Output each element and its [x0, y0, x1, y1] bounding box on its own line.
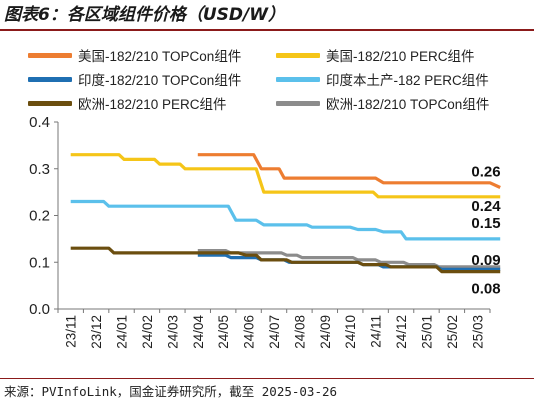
x-tick-label: 24/05 — [216, 315, 231, 349]
legend-item-us-perc: 美国-182/210 PERC组件 — [276, 44, 475, 66]
x-tick-label: 24/03 — [165, 315, 180, 349]
series-line-0 — [197, 153, 501, 189]
x-tick-label: 24/08 — [292, 315, 307, 349]
legend-label-eu-topcon: 欧洲-182/210 TOPCon组件 — [326, 97, 490, 112]
legend-item-india-topcon: 印度-182/210 TOPCon组件 — [28, 68, 241, 90]
end-value-label-5: 0.09 — [471, 252, 500, 269]
y-tick-label: 0.2 — [29, 208, 50, 225]
legend-label-us-perc: 美国-182/210 PERC组件 — [326, 49, 475, 64]
legend-swatch-india-topcon — [28, 76, 72, 82]
legend-swatch-us-perc — [276, 52, 320, 58]
y-tick-label: 0.1 — [29, 254, 50, 271]
end-value-label-4: 0.08 — [471, 281, 500, 298]
legend-item-eu-topcon: 欧洲-182/210 TOPCon组件 — [276, 92, 489, 114]
source-note: 来源：PVInfoLink，国金证券研究所，截至 2025-03-26 — [4, 384, 338, 399]
x-tick-label: 24/11 — [369, 315, 384, 348]
x-tick-label: 24/09 — [318, 315, 333, 349]
title-rule — [0, 29, 534, 31]
x-tick-label: 25/02 — [445, 315, 460, 349]
end-value-label-0: 0.26 — [471, 163, 500, 180]
end-value-label-1: 0.24 — [471, 198, 501, 215]
x-tick-label: 25/03 — [470, 315, 485, 349]
series-line-5 — [197, 249, 501, 269]
x-tick-label: 25/01 — [419, 315, 434, 349]
legend-label-india-perc: 印度本土产-182 PERC组件 — [326, 73, 489, 88]
legend-swatch-us-topcon — [28, 52, 72, 58]
y-tick-label: 0.0 — [29, 301, 50, 318]
x-tick-label: 24/12 — [394, 315, 409, 349]
legend-swatch-india-perc — [276, 76, 320, 82]
x-tick-label: 24/06 — [242, 315, 257, 349]
x-tick-label: 24/04 — [191, 315, 206, 349]
legend-swatch-eu-perc — [28, 100, 72, 106]
legend-label-eu-perc: 欧洲-182/210 PERC组件 — [78, 97, 227, 112]
x-tick-label: 24/10 — [343, 315, 358, 349]
chart-area: 0.0 0.1 0.2 0.3 0.4 23/11 23/12 24/01 24/02 24/03… — [0, 108, 534, 378]
series-line-4 — [70, 246, 501, 274]
bottom-rule — [0, 378, 534, 379]
legend-item-us-topcon: 美国-182/210 TOPCon组件 — [28, 44, 241, 66]
y-tick-label: 0.3 — [29, 161, 50, 178]
legend-item-eu-perc: 欧洲-182/210 PERC组件 — [28, 92, 227, 114]
y-tick-label: 0.4 — [29, 114, 50, 131]
price-line-chart: 0.0 0.1 0.2 0.3 0.4 23/11 23/12 24/01 24/02 24/03… — [29, 114, 501, 349]
series-line-1 — [70, 153, 501, 199]
legend-label-us-topcon: 美国-182/210 TOPCon组件 — [78, 49, 242, 64]
x-tick-label: 24/07 — [267, 315, 282, 349]
end-value-label-3: 0.15 — [471, 215, 500, 232]
series-line-3 — [70, 199, 501, 241]
figure-title: 图表6：各区域组件价格（USD/W） — [4, 5, 285, 25]
x-tick-label: 24/01 — [115, 315, 130, 349]
chart-legend: 美国-182/210 TOPCon组件 美国-182/210 PERC组件 印度… — [28, 44, 528, 116]
legend-swatch-eu-topcon — [276, 100, 320, 106]
x-tick-label: 24/02 — [140, 315, 155, 349]
legend-label-india-topcon: 印度-182/210 TOPCon组件 — [78, 73, 242, 88]
legend-item-india-perc: 印度本土产-182 PERC组件 — [276, 68, 489, 90]
x-tick-label: 23/11 — [64, 315, 79, 348]
x-tick-label: 23/12 — [89, 315, 104, 349]
